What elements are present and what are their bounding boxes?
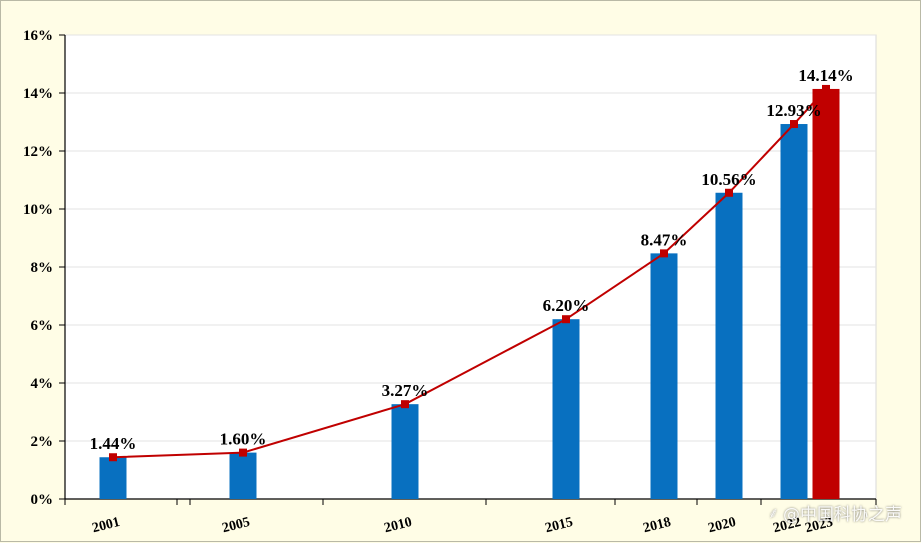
x-tick-label: 2022 xyxy=(772,515,803,536)
bar-2010 xyxy=(391,404,419,499)
y-tick-label: 10% xyxy=(23,202,53,218)
data-label-2015: 6.20% xyxy=(543,296,590,315)
x-tick-label: 2005 xyxy=(221,515,252,536)
y-tick-label: 6% xyxy=(31,318,54,334)
y-tick-label: 4% xyxy=(31,376,54,392)
marker-2010 xyxy=(401,400,409,409)
data-label-2010: 3.27% xyxy=(382,381,429,400)
marker-2023 xyxy=(822,84,830,93)
bars xyxy=(99,88,840,499)
bar-2018 xyxy=(650,253,678,499)
bar-2015 xyxy=(552,319,580,499)
marker-2020 xyxy=(725,188,733,197)
marker-2018 xyxy=(660,249,668,258)
trend-line xyxy=(109,84,830,462)
y-tick-label: 0% xyxy=(31,492,54,508)
x-tick-label: 2018 xyxy=(642,515,673,536)
bar-2001 xyxy=(99,457,127,499)
x-tick-labels: 2001 2005 2010 2015 2018 2020 2022 2023 xyxy=(91,515,835,536)
y-tick-labels: 0% 2% 4% 6% 8% 10% 12% 14% 16% xyxy=(23,28,53,508)
x-tick-label: 2023 xyxy=(804,515,835,536)
data-label-2023: 14.14% xyxy=(798,66,853,85)
data-labels: 1.44% 1.60% 3.27% 6.20% 8.47% 10.56% 12.93% 14.… xyxy=(90,66,854,453)
marker-2022 xyxy=(790,120,798,129)
trend-polyline xyxy=(112,88,827,459)
data-label-2018: 8.47% xyxy=(641,230,688,249)
x-tick-label: 2015 xyxy=(544,515,575,536)
x-tick-label: 2010 xyxy=(383,515,414,536)
y-tick-label: 2% xyxy=(31,434,54,450)
bar-2020 xyxy=(715,192,743,499)
data-label-2022: 12.93% xyxy=(766,101,821,120)
marker-2001 xyxy=(109,453,117,462)
marker-2005 xyxy=(239,448,247,457)
y-tick-label: 14% xyxy=(23,86,53,102)
data-label-2020: 10.56% xyxy=(701,170,756,189)
y-tick-label: 16% xyxy=(23,28,53,44)
y-tick-label: 8% xyxy=(31,260,54,276)
data-label-2001: 1.44% xyxy=(90,434,137,453)
x-tick-label: 2001 xyxy=(91,515,122,536)
y-tick-label: 12% xyxy=(23,144,53,160)
bar-2022 xyxy=(780,124,808,499)
data-label-2005: 1.60% xyxy=(220,430,267,449)
marker-2015 xyxy=(562,315,570,324)
bar-2005 xyxy=(229,452,257,499)
x-tick-label: 2020 xyxy=(707,515,738,536)
bar-2023 xyxy=(812,88,840,499)
